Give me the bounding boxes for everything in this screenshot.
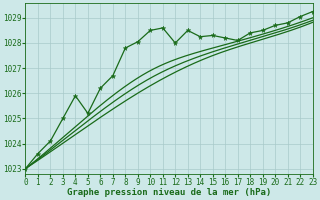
X-axis label: Graphe pression niveau de la mer (hPa): Graphe pression niveau de la mer (hPa) <box>67 188 271 197</box>
